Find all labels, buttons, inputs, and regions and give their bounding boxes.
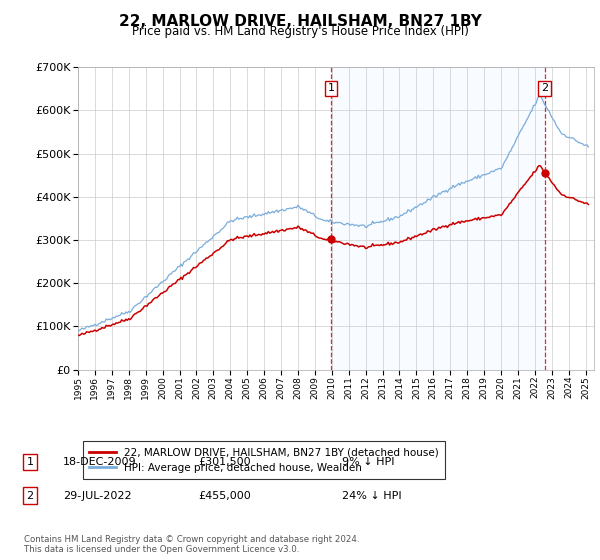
Text: 2: 2 <box>541 83 548 94</box>
Text: Contains HM Land Registry data © Crown copyright and database right 2024.
This d: Contains HM Land Registry data © Crown c… <box>24 535 359 554</box>
Bar <box>331 67 545 370</box>
Text: 1: 1 <box>26 457 34 467</box>
Text: £301,500: £301,500 <box>198 457 251 467</box>
Text: 22, MARLOW DRIVE, HAILSHAM, BN27 1BY: 22, MARLOW DRIVE, HAILSHAM, BN27 1BY <box>119 14 481 29</box>
Text: 29-JUL-2022: 29-JUL-2022 <box>63 491 131 501</box>
Text: 24% ↓ HPI: 24% ↓ HPI <box>342 491 401 501</box>
Legend: 22, MARLOW DRIVE, HAILSHAM, BN27 1BY (detached house), HPI: Average price, detac: 22, MARLOW DRIVE, HAILSHAM, BN27 1BY (de… <box>83 441 445 479</box>
Text: Price paid vs. HM Land Registry's House Price Index (HPI): Price paid vs. HM Land Registry's House … <box>131 25 469 38</box>
Text: 1: 1 <box>328 83 335 94</box>
Text: 9% ↓ HPI: 9% ↓ HPI <box>342 457 395 467</box>
Text: £455,000: £455,000 <box>198 491 251 501</box>
Text: 2: 2 <box>26 491 34 501</box>
Text: 18-DEC-2009: 18-DEC-2009 <box>63 457 137 467</box>
